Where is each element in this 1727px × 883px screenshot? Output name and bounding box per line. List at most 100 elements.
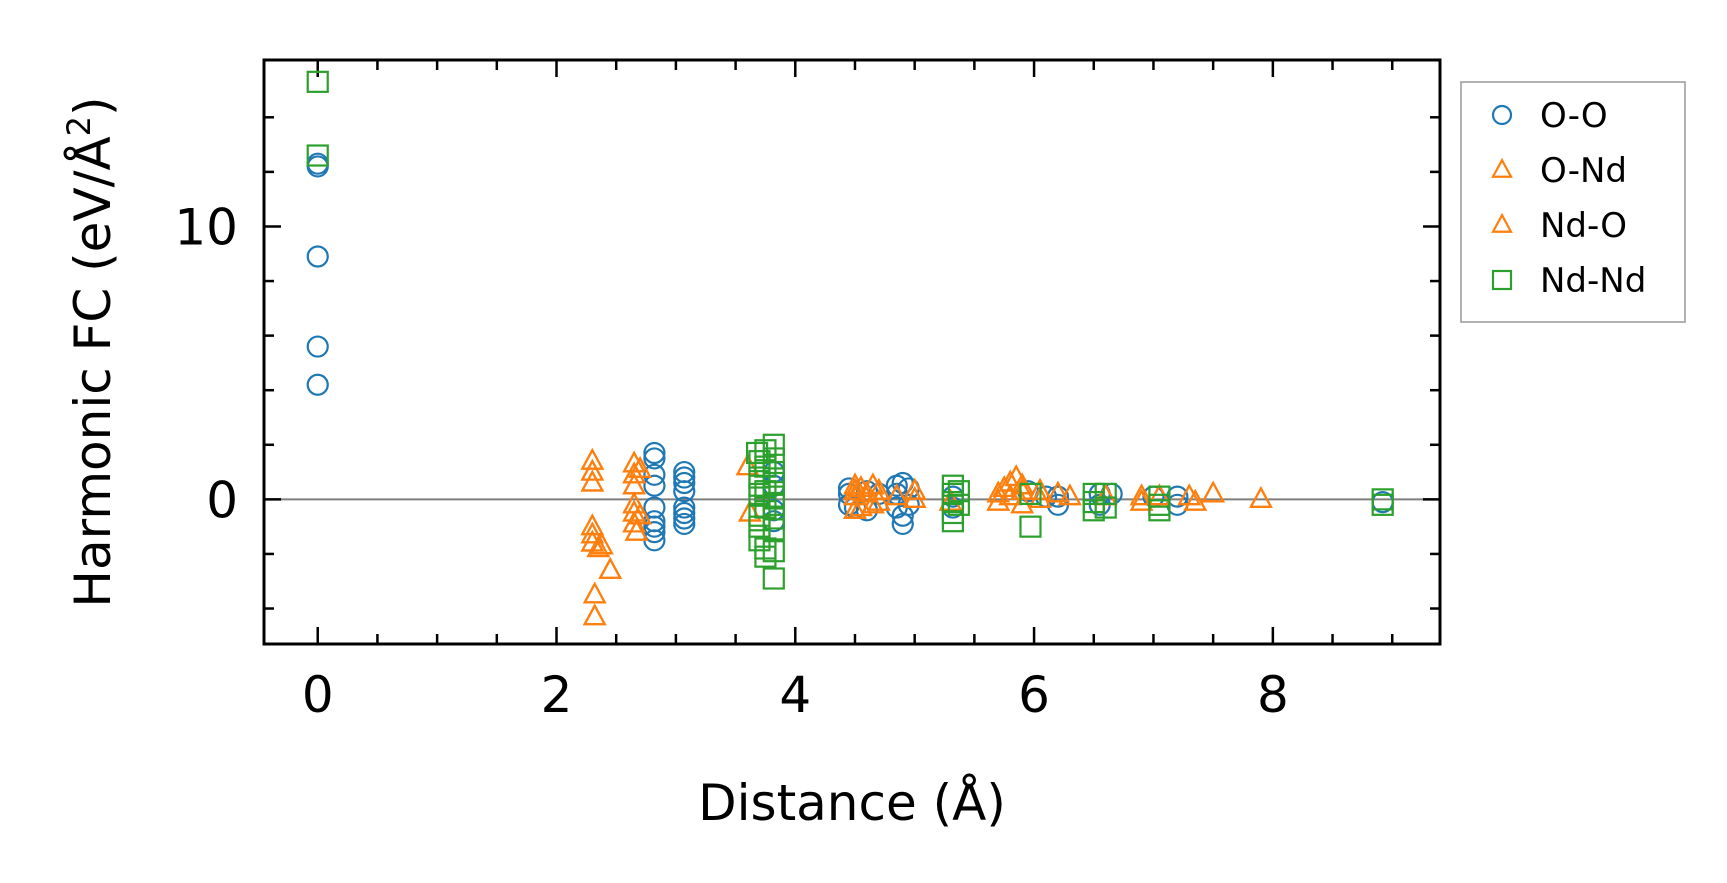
point-nd-nd (762, 518, 785, 541)
point-o-o (643, 474, 666, 497)
point-nd-o (622, 499, 646, 522)
legend-marker-o-nd (1491, 157, 1513, 178)
point-nd-nd (1094, 482, 1117, 506)
point-nd-nd (745, 441, 769, 465)
point-nd-o (1129, 483, 1154, 506)
y-axis-label-main: Harmonic FC (eV/Å (64, 136, 122, 607)
point-o-o (306, 245, 329, 268)
point-nd-o (580, 469, 605, 492)
point-nd-o (580, 521, 605, 544)
point-nd-nd (1094, 496, 1117, 519)
point-nd-nd (1019, 482, 1042, 506)
point-o-nd (598, 557, 623, 579)
point-nd-nd (1371, 493, 1394, 516)
point-nd-o (867, 488, 891, 511)
point-nd-nd (306, 70, 329, 93)
point-nd-o (986, 480, 1011, 503)
point-nd-o (1201, 480, 1226, 503)
point-o-o (643, 441, 666, 465)
y-tick-labels: 0 10 (174, 198, 238, 529)
point-nd-nd (762, 567, 785, 590)
data-points (306, 70, 1394, 626)
point-nd-o (902, 486, 927, 508)
x-axis-label: Distance (Å) (698, 774, 1006, 832)
point-nd-o (1058, 483, 1082, 506)
y-tick-label: 10 (174, 198, 238, 256)
point-nd-o (1129, 488, 1154, 511)
point-nd-o (843, 472, 867, 495)
point-nd-o (582, 581, 607, 604)
point-nd-o (624, 518, 649, 541)
point-o-nd (1249, 486, 1273, 508)
point-nd-o (1046, 480, 1070, 503)
point-o-o (643, 447, 666, 470)
point-o-o (673, 496, 696, 519)
point-nd-o (902, 477, 927, 500)
point-nd-o (735, 453, 760, 476)
point-nd-nd (1019, 515, 1042, 538)
legend-label-nd-nd: Nd-Nd (1540, 261, 1646, 301)
point-nd-o (884, 483, 909, 506)
point-nd-o (861, 491, 885, 514)
legend-marker-o-o (1491, 104, 1513, 126)
point-nd-o (843, 496, 867, 519)
point-nd-o (598, 557, 623, 579)
legend-label-o-o: O-O (1540, 96, 1608, 136)
x-tick-label: 6 (1018, 666, 1050, 724)
point-o-o (306, 335, 329, 358)
point-o-o (1166, 485, 1189, 508)
point-nd-nd (754, 545, 777, 568)
y-axis-label-superscript: 2 (60, 116, 98, 136)
y-tick-label: 0 (206, 471, 238, 529)
series-o-nd (580, 447, 1273, 626)
point-o-o (306, 373, 329, 396)
point-nd-o (1010, 477, 1034, 500)
y-axis-label: Harmonic FC (eV/Å2) (60, 96, 122, 607)
point-o-o (673, 501, 696, 525)
point-nd-o (586, 535, 611, 558)
point-o-o (673, 512, 696, 536)
x-tick-labels: 0 2 4 6 8 (302, 666, 1289, 724)
legend-box (1460, 81, 1686, 323)
point-o-o (673, 507, 696, 530)
point-nd-o (622, 461, 646, 484)
point-o-o (643, 463, 666, 486)
point-o-o (673, 471, 696, 495)
axis-ticks (264, 60, 1440, 644)
point-nd-nd (762, 433, 785, 456)
point-nd-nd (762, 471, 785, 495)
point-nd-o (628, 502, 652, 525)
point-nd-o (1183, 488, 1208, 511)
y-axis-label-tail: ) (64, 96, 122, 116)
legend-label-nd-o: Nd-O (1540, 206, 1627, 246)
point-nd-nd (762, 493, 785, 516)
point-nd-o (590, 532, 614, 555)
point-nd-o (1249, 486, 1273, 508)
point-o-o (673, 466, 696, 489)
point-nd-nd (947, 493, 970, 516)
point-o-o (643, 515, 666, 538)
point-nd-nd (754, 439, 777, 462)
series-nd-o (580, 447, 1273, 626)
point-nd-o (867, 477, 891, 500)
point-o-o (673, 480, 696, 503)
point-nd-nd (306, 144, 329, 167)
x-tick-label: 4 (779, 666, 811, 724)
series-nd-nd (306, 70, 1394, 590)
point-nd-nd (941, 510, 964, 533)
legend-marker-nd-nd (1491, 269, 1513, 291)
point-nd-nd (947, 480, 970, 503)
point-nd-o (998, 469, 1023, 492)
x-tick-label: 8 (1257, 666, 1289, 724)
point-o-nd (582, 603, 607, 626)
point-o-o (891, 504, 914, 527)
point-nd-o (628, 456, 652, 478)
point-o-nd (582, 581, 607, 604)
legend-marker-nd-o (1491, 212, 1513, 233)
plot-area (262, 58, 1442, 646)
point-nd-nd (1082, 499, 1105, 522)
legend: O-O O-Nd Nd-O Nd-Nd (1460, 81, 1686, 323)
point-nd-nd (762, 540, 785, 563)
x-tick-label: 0 (302, 666, 334, 724)
